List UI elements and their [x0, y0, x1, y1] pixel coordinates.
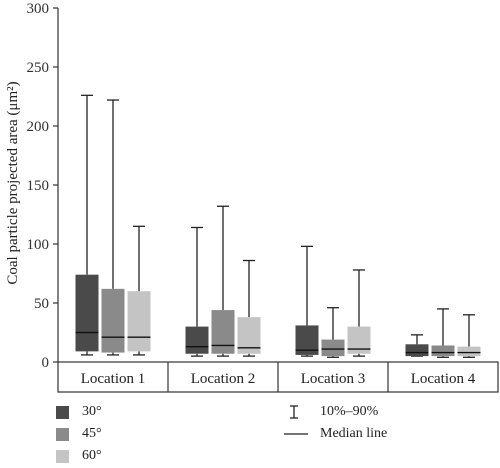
- box-body: [211, 310, 235, 354]
- box-body: [101, 288, 125, 353]
- box-2-2: [211, 205, 235, 357]
- box-3-2: [321, 307, 345, 358]
- x-category-label: Location 4: [411, 371, 476, 387]
- whisker-key-icon: [284, 405, 312, 419]
- box-1-2: [101, 99, 125, 356]
- y-tick-label: 100: [27, 237, 50, 253]
- box-body: [75, 274, 99, 352]
- x-category-label: Location 2: [191, 371, 256, 387]
- legend-item-60: 60°: [56, 448, 102, 464]
- box-groups: [75, 94, 481, 358]
- legend-item-30: 30°: [56, 404, 102, 420]
- box-body: [405, 344, 429, 357]
- box-3-1: [295, 245, 319, 357]
- y-axis-label: Coal particle projected area (μm²): [5, 81, 21, 284]
- box-body: [347, 326, 371, 354]
- box-4-2: [431, 308, 455, 358]
- box-3-3: [347, 269, 371, 357]
- legend-swatch-45: [56, 427, 69, 441]
- y-tick-label: 300: [27, 1, 50, 17]
- box-body: [321, 339, 345, 357]
- x-category-label: Location 3: [301, 371, 366, 387]
- y-tick-label: 250: [27, 60, 50, 76]
- box-body: [457, 346, 481, 357]
- box-4-3: [457, 314, 481, 358]
- box-body: [185, 326, 209, 354]
- box-1-3: [127, 225, 151, 356]
- box-2-3: [237, 259, 261, 357]
- legend-label-whisker: 10%–90%: [320, 404, 379, 419]
- legend-swatch-30: [56, 405, 69, 419]
- box-body: [237, 317, 261, 354]
- box-body: [295, 325, 319, 355]
- median-key-icon: [284, 427, 312, 441]
- y-tick-label: 200: [27, 119, 50, 135]
- legend-label-30: 30°: [82, 404, 102, 419]
- box-2-1: [185, 226, 209, 357]
- box-body: [127, 291, 151, 352]
- y-tick-label: 0: [42, 355, 50, 371]
- legend-item-median: Median line: [284, 426, 387, 442]
- legend-item-whisker: 10%–90%: [284, 404, 378, 420]
- legend-swatch-60: [56, 449, 69, 463]
- y-tick-label: 50: [34, 296, 49, 312]
- y-tick-label: 150: [27, 178, 50, 194]
- legend-label-45: 45°: [82, 426, 102, 441]
- legend-item-45: 45°: [56, 426, 102, 442]
- x-axis-category-row: Location 1 Location 2 Location 3 Location 4: [57, 361, 499, 393]
- x-category-label: Location 1: [81, 371, 146, 387]
- box-4-1: [405, 334, 429, 357]
- box-1-1: [75, 94, 99, 356]
- y-axis: 0 50 100 150 200 250 300: [27, 1, 59, 371]
- box-body: [431, 345, 455, 357]
- legend-label-median: Median line: [320, 426, 388, 441]
- legend-label-60: 60°: [82, 448, 102, 463]
